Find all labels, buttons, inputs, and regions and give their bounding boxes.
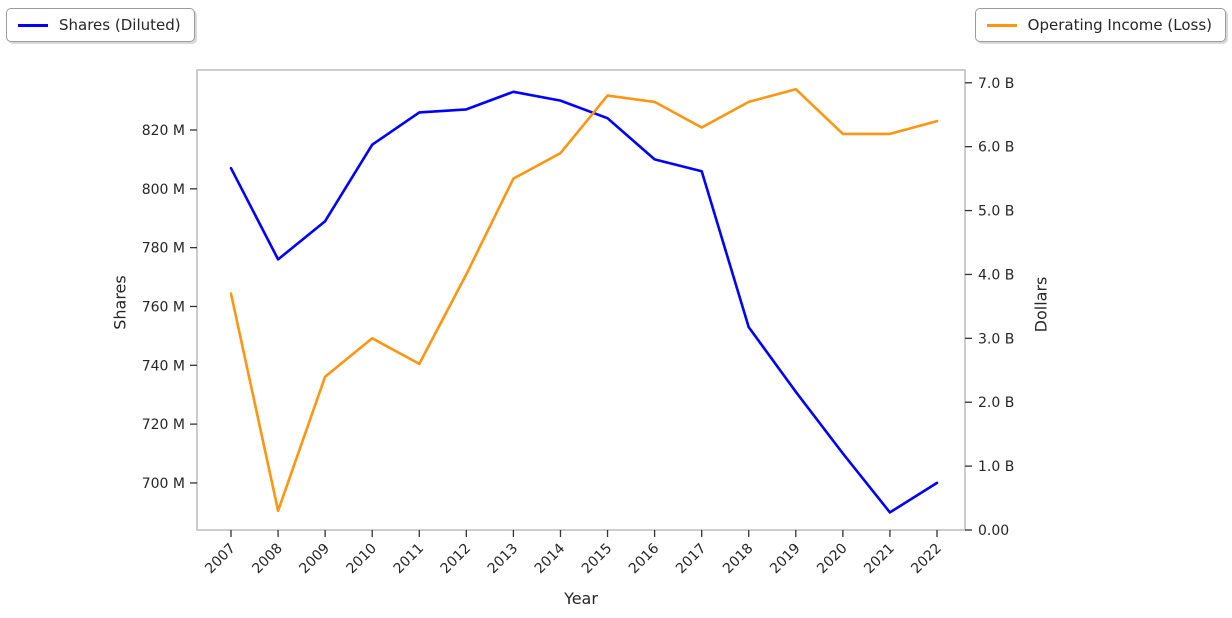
y-right-tick-label: 6.0 B (978, 140, 1014, 156)
legend-shares: Shares (Diluted) (6, 8, 195, 42)
y-right-tick-label: 2.0 B (978, 395, 1014, 411)
shares-line (229, 90, 939, 514)
x-tick-label: 2013 (485, 541, 522, 578)
y-left-tick-label: 780 M (142, 241, 185, 257)
y-right-tick-label: 1.0 B (978, 459, 1014, 475)
x-tick-label: 2007 (202, 541, 239, 578)
x-tick-label: 2021 (861, 541, 898, 578)
x-tick-label: 2017 (673, 541, 710, 578)
x-tick-label: 2011 (391, 541, 428, 578)
x-tick-label: 2020 (814, 541, 851, 578)
legend-operating-income: Operating Income (Loss) (974, 8, 1226, 42)
y-left-tick-label: 800 M (142, 182, 185, 198)
x-tick-label: 2019 (767, 541, 804, 578)
x-tick-label: 2015 (579, 541, 616, 578)
shares-line-swatch-icon (18, 23, 48, 27)
y-right-tick-label: 3.0 B (978, 331, 1014, 347)
legend-operating-income-label: Operating Income (Loss) (1027, 16, 1212, 34)
x-tick-label: 2018 (720, 541, 757, 578)
x-tick-label: 2016 (626, 540, 663, 577)
y-left-tick-label: 740 M (142, 358, 185, 374)
y-left-tick-label: 720 M (142, 417, 185, 433)
x-tick-label: 2009 (296, 541, 333, 578)
y-axis-right-title: Dollars (1031, 276, 1051, 333)
x-tick-label: 2022 (908, 541, 945, 578)
y-left-tick-label: 700 M (142, 476, 185, 492)
y-right-tick-label: 4.0 B (978, 267, 1014, 283)
operating-income-line (229, 87, 939, 513)
x-axis-title: Year (564, 589, 598, 608)
y-left-tick-label: 760 M (142, 299, 185, 315)
x-tick-label: 2010 (344, 541, 381, 578)
y-right-tick-label: 0.00 (978, 523, 1009, 539)
operating-income-line-swatch-icon (986, 23, 1017, 27)
y-right-tick-label: 5.0 B (978, 204, 1014, 220)
x-tick-label: 2012 (438, 541, 475, 578)
y-right-tick-label: 7.0 B (978, 76, 1014, 92)
x-tick-label: 2008 (249, 541, 286, 578)
y-axis-left-title: Shares (110, 275, 130, 330)
legend-shares-label: Shares (Diluted) (59, 16, 181, 34)
y-left-tick-label: 820 M (142, 123, 185, 139)
plot-frame (196, 69, 966, 531)
x-tick-label: 2014 (532, 540, 569, 577)
